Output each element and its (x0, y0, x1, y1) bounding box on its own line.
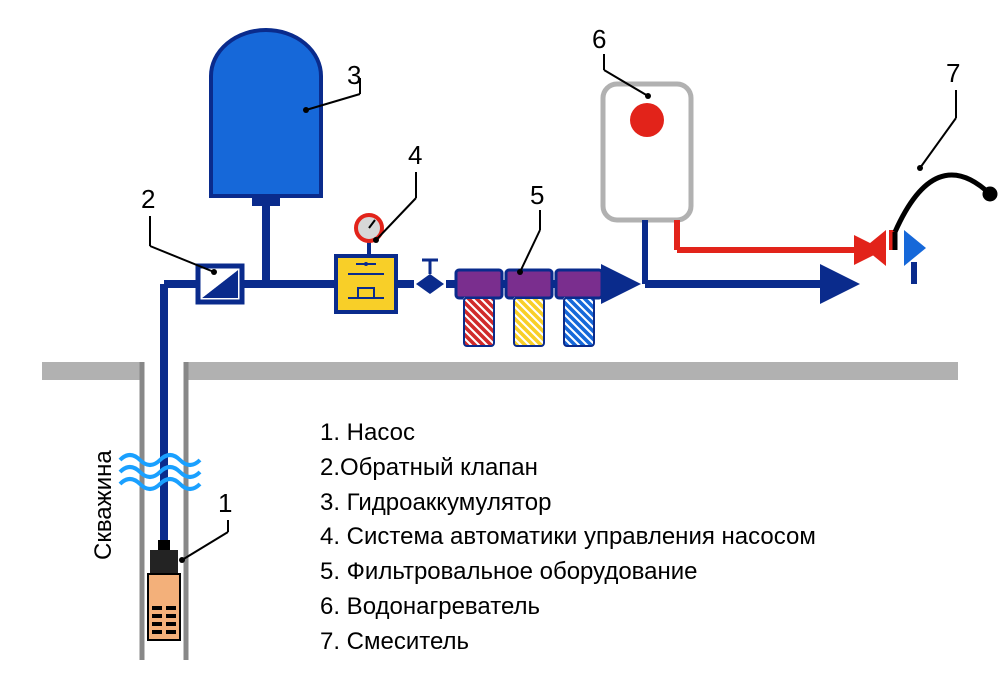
schematic-svg (0, 0, 1000, 694)
diagram-canvas: 2 3 4 5 6 7 1 Скважина 1. Насос 2.Обратн… (0, 0, 1000, 694)
